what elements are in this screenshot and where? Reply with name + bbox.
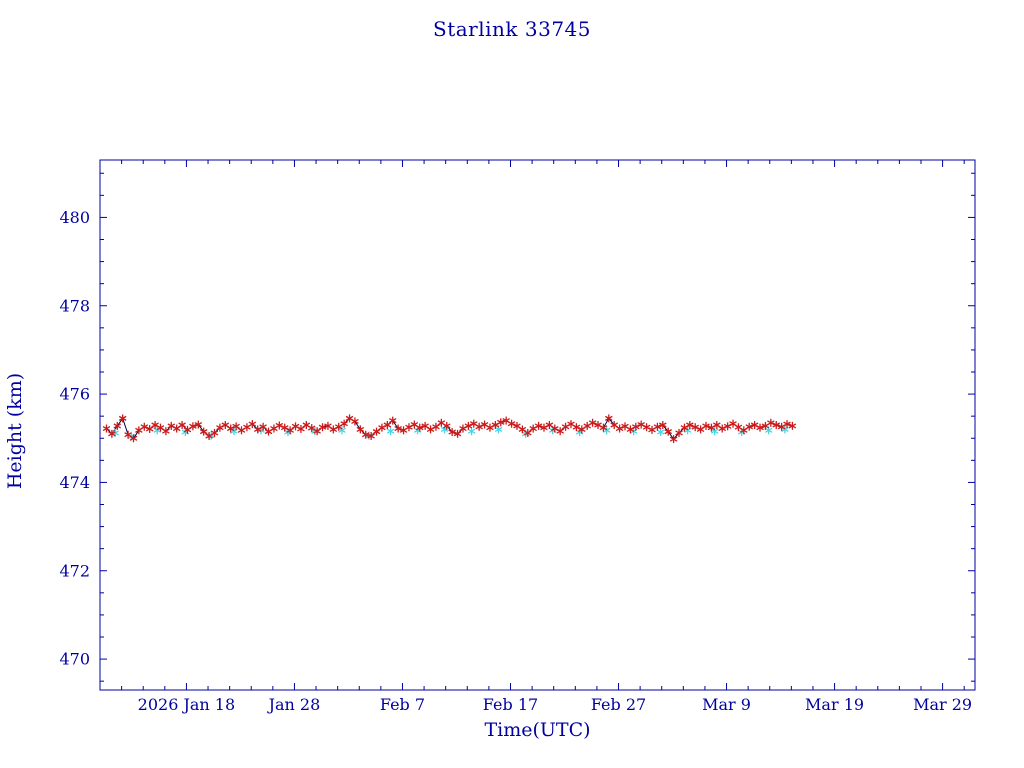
x-tick-label: 2026 Jan 18 bbox=[138, 695, 236, 714]
x-tick-label: Feb 17 bbox=[483, 695, 538, 714]
x-axis-label: Time(UTC) bbox=[484, 719, 591, 741]
chart-title: Starlink 33745 bbox=[433, 17, 591, 41]
x-tick-label: Jan 28 bbox=[267, 695, 321, 714]
x-tick-label: Feb 27 bbox=[591, 695, 646, 714]
y-tick-label: 472 bbox=[59, 561, 90, 580]
red-series-markers bbox=[102, 414, 797, 444]
y-tick-label: 480 bbox=[59, 208, 90, 227]
y-tick-label: 474 bbox=[59, 473, 90, 492]
y-tick-label: 470 bbox=[59, 650, 90, 669]
x-tick-label: Mar 19 bbox=[805, 695, 864, 714]
tick-labels: 470 472 474 476 478 480 2026 Jan 18 Jan 28 Feb 7… bbox=[59, 208, 972, 714]
y-tick-label: 476 bbox=[59, 385, 90, 404]
y-tick-label: 478 bbox=[59, 296, 90, 315]
x-tick-label: Mar 9 bbox=[702, 695, 751, 714]
x-tick-label: Mar 29 bbox=[913, 695, 972, 714]
plot-frame bbox=[99, 159, 976, 691]
x-tick-label: Feb 7 bbox=[380, 695, 425, 714]
axis-ticks bbox=[100, 160, 975, 690]
y-axis-label: Height (km) bbox=[4, 373, 26, 489]
